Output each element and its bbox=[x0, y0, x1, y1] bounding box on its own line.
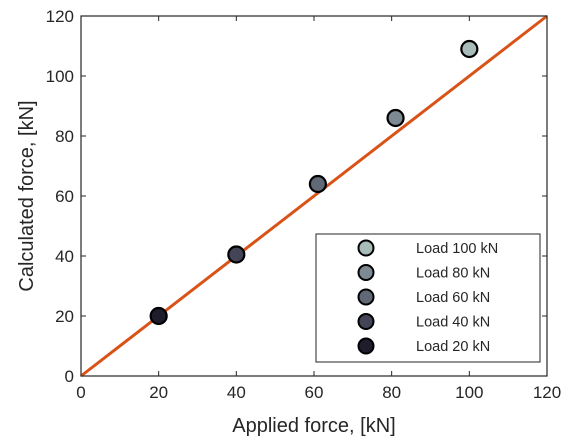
x-tick-label: 120 bbox=[533, 383, 561, 402]
data-point bbox=[308, 174, 327, 194]
x-axis-label: Applied force, [kN] bbox=[232, 415, 395, 437]
legend: Load 100 kN Load 80 kN Load 60 kN Load 40 k… bbox=[315, 233, 541, 363]
data-point bbox=[227, 245, 246, 264]
x-tick-label: 0 bbox=[76, 383, 85, 402]
legend-label: Load 100 kN bbox=[416, 241, 498, 257]
legend-label: Load 80 kN bbox=[416, 266, 490, 282]
y-tick-label: 100 bbox=[46, 67, 74, 86]
x-tick-label: 80 bbox=[382, 383, 401, 402]
y-tick-label: 40 bbox=[55, 247, 74, 266]
x-tick-label: 40 bbox=[227, 383, 246, 402]
y-tick-label: 0 bbox=[65, 367, 74, 386]
y-tick-label: 60 bbox=[55, 187, 74, 206]
legend-marker bbox=[357, 288, 375, 306]
legend-label: Load 20 kN bbox=[416, 339, 490, 355]
ticks-layer: 0 20 40 60 80 100 120 0 20 40 60 80 100 120 bbox=[46, 7, 562, 402]
y-tick-label: 20 bbox=[55, 307, 74, 326]
legend-label: Load 40 kN bbox=[416, 315, 490, 331]
x-tick-label: 60 bbox=[305, 383, 324, 402]
y-tick-label: 120 bbox=[46, 7, 74, 26]
legend-marker bbox=[357, 264, 375, 281]
legend-marker bbox=[357, 239, 375, 257]
data-point bbox=[386, 108, 405, 128]
x-tick-label: 100 bbox=[455, 383, 483, 402]
data-point bbox=[149, 306, 168, 326]
legend-label: Load 60 kN bbox=[416, 290, 490, 306]
y-axis-label: Calculated force, [kN] bbox=[16, 100, 38, 291]
y-tick-label: 80 bbox=[55, 127, 74, 146]
x-tick-label: 20 bbox=[149, 383, 168, 402]
data-points-layer bbox=[149, 39, 479, 326]
legend-box bbox=[315, 233, 541, 363]
legend-marker bbox=[357, 313, 375, 330]
legend-marker bbox=[357, 337, 375, 355]
data-point bbox=[460, 39, 479, 59]
